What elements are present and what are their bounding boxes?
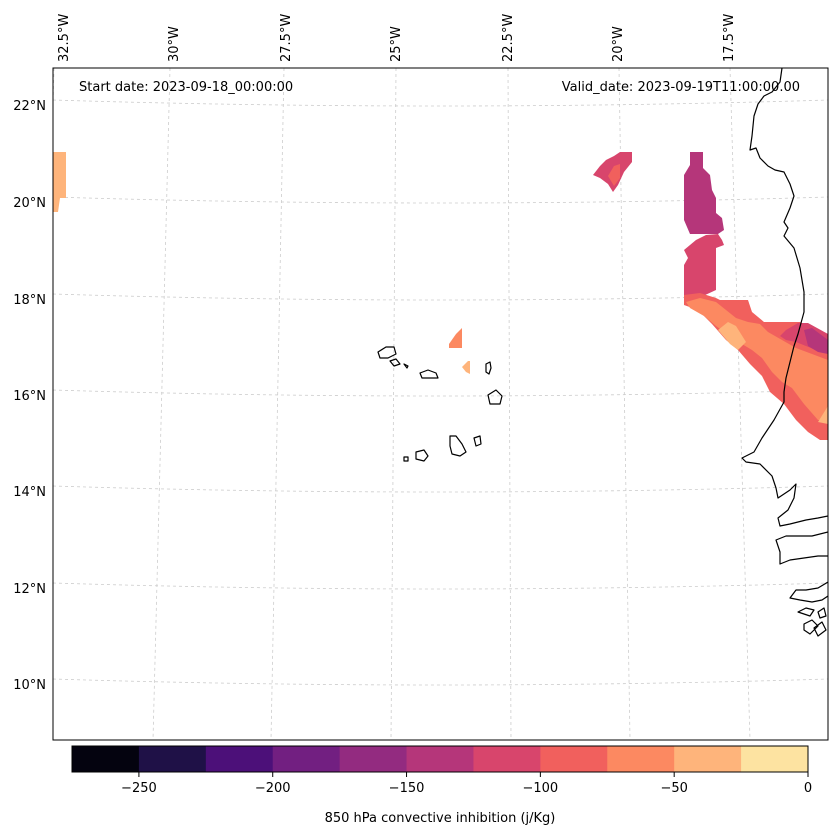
cin-coast-patch-red — [804, 328, 828, 354]
lon-label: 32.5°W — [57, 14, 72, 62]
parallel-22n — [53, 99, 828, 107]
colorbar-swatch — [406, 746, 474, 772]
colorbar-tick-label: −100 — [523, 781, 559, 796]
cin-patch-west — [53, 152, 66, 212]
lat-label: 14°N — [13, 485, 46, 500]
meridian-27-5w — [270, 68, 285, 740]
meridian-32-5w — [53, 68, 55, 121]
colorbar-ticks: −250 −200 −150 −100 −50 0 — [121, 772, 812, 796]
island-boa-vista — [487, 389, 503, 405]
island-brava — [403, 456, 409, 462]
colorbar-tick-label: −50 — [660, 781, 687, 796]
island-maio — [473, 435, 482, 447]
parallel-12n — [53, 582, 828, 590]
island-sao-vicente — [389, 358, 401, 367]
colorbar-swatch — [339, 746, 408, 772]
lon-label: 25°W — [389, 26, 404, 62]
valid-date-label: Valid_date: 2023-09-19T11:00:00.00 — [562, 80, 800, 95]
parallel-10n — [53, 678, 828, 686]
lon-label: 30°W — [167, 26, 182, 62]
colorbar-tick-label: −200 — [255, 781, 291, 796]
colorbar-swatch — [272, 746, 341, 772]
cin-coast-mid — [684, 234, 724, 296]
africa-coastline — [741, 68, 828, 527]
colorbar-swatch — [674, 746, 742, 772]
cin-patch-islands-a — [449, 328, 462, 348]
cin-coast-patch-pale-2 — [818, 406, 828, 424]
lat-label: 20°N — [13, 196, 46, 211]
colorbar-frame — [71, 745, 809, 773]
island-santo-antao — [377, 346, 397, 359]
colorbar-swatch — [72, 746, 140, 772]
start-date-label: Start date: 2023-09-18_00:00:00 — [79, 80, 293, 95]
lat-label: 22°N — [13, 99, 46, 114]
africa-coast-south — [775, 531, 828, 565]
lat-label: 10°N — [13, 678, 46, 693]
colorbar-tick-label: −250 — [121, 781, 157, 796]
cin-patch-islands-b — [462, 361, 470, 374]
meridian-20w — [618, 68, 631, 740]
lat-label: 12°N — [13, 582, 46, 597]
meridian-22-5w — [507, 68, 512, 740]
cin-patch-north-inner — [608, 164, 620, 186]
parallel-20n — [53, 196, 828, 204]
meridian-17-5w — [729, 68, 751, 740]
longitude-labels: 32.5°W 30°W 27.5°W 25°W 22.5°W 20°W 17.5… — [57, 14, 737, 62]
colorbar: −250 −200 −150 −100 −50 0 850 hPa convective … — [71, 745, 812, 826]
island-santa-luzia — [403, 363, 409, 369]
latitude-labels: 22°N 20°N 18°N 16°N 14°N 12°N 10°N — [13, 99, 46, 693]
bijagos-4 — [817, 607, 827, 619]
colorbar-swatch — [741, 746, 809, 772]
island-sao-nicolau — [419, 369, 439, 379]
map-frame — [52, 67, 829, 741]
lon-label: 20°W — [611, 26, 626, 62]
colorbar-swatch — [540, 746, 608, 772]
colorbar-tick-label: 0 — [804, 781, 812, 796]
bijagos-1 — [797, 607, 815, 617]
lat-label: 16°N — [13, 389, 46, 404]
island-fogo — [415, 449, 429, 462]
parallel-16n — [53, 389, 828, 397]
lon-label: 17.5°W — [722, 14, 737, 62]
colorbar-swatch — [473, 746, 541, 772]
colorbar-tick-label: −150 — [389, 781, 425, 796]
parallel-18n — [53, 293, 828, 301]
parallel-14n — [53, 485, 828, 493]
colorbar-swatches — [72, 746, 809, 772]
lat-label: 18°N — [13, 293, 46, 308]
colorbar-swatch — [607, 746, 675, 772]
colorbar-swatch — [138, 746, 207, 772]
map-plot-area — [53, 68, 828, 740]
bijagos-3 — [813, 621, 827, 637]
island-sal — [485, 361, 492, 375]
cin-contour-fill — [53, 152, 828, 440]
graticule — [53, 68, 828, 740]
meridian-25w — [390, 68, 397, 740]
lon-label: 27.5°W — [279, 14, 294, 62]
coastline — [377, 68, 828, 637]
island-santiago — [449, 435, 467, 457]
meridian-30w — [152, 68, 171, 740]
bijagos-2 — [803, 619, 819, 635]
colorbar-title: 850 hPa convective inhibition (j/Kg) — [325, 811, 556, 826]
africa-coast-south-2 — [789, 581, 828, 603]
cin-coast-patch-pale-1 — [718, 322, 746, 350]
colorbar-swatch — [205, 746, 274, 772]
cin-coast-dark — [684, 152, 724, 234]
lon-label: 22.5°W — [501, 14, 516, 62]
